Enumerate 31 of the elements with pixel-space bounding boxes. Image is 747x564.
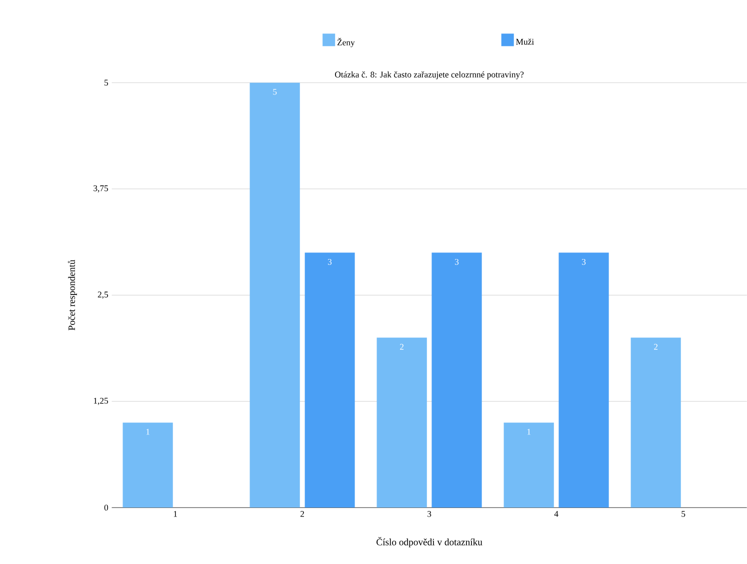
data-label: 2 <box>400 344 404 350</box>
data-label: 1 <box>146 429 150 435</box>
y-tick-label: 5 <box>104 80 108 86</box>
y-tick-label: 3,75 <box>94 186 108 193</box>
data-label: 3 <box>328 259 332 265</box>
legend-label: Muži <box>516 38 534 45</box>
x-tick-label: 2 <box>300 511 304 517</box>
data-label: 3 <box>582 259 586 265</box>
x-axis-title: Číslo odpovědi v dotazníku <box>376 537 482 548</box>
data-label: 5 <box>273 89 277 95</box>
y-axis-title: Počet respondentů <box>68 260 77 330</box>
bar <box>432 252 482 508</box>
data-label: 1 <box>527 429 530 435</box>
bar <box>376 338 427 508</box>
bar <box>250 82 300 508</box>
chart-title: Otázka č. 8: Jak často zařazujete celozrnné potraviny? <box>335 72 524 80</box>
y-tick-label: 2,5 <box>98 292 108 299</box>
bar <box>504 422 554 508</box>
x-tick-label: 5 <box>682 511 686 517</box>
legend-label: Ženy <box>337 38 355 48</box>
bar <box>558 252 609 508</box>
data-label: 3 <box>454 259 459 265</box>
data-label: 2 <box>654 344 658 350</box>
bar <box>304 252 355 508</box>
y-tick-label: 1,25 <box>94 398 108 406</box>
x-tick-label: 3 <box>428 511 432 518</box>
bar <box>122 422 173 508</box>
bar <box>630 338 681 508</box>
x-tick-label: 4 <box>554 511 558 517</box>
x-tick-label: 1 <box>174 511 177 517</box>
y-tick-label: 0 <box>104 504 108 511</box>
